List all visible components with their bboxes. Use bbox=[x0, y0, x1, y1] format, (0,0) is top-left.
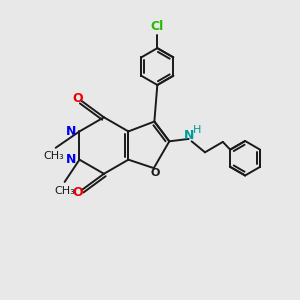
Text: CH₃: CH₃ bbox=[44, 151, 64, 161]
Text: O: O bbox=[151, 169, 160, 178]
Text: N: N bbox=[65, 153, 76, 166]
Text: N: N bbox=[184, 129, 194, 142]
Text: O: O bbox=[73, 92, 83, 105]
Text: H: H bbox=[193, 125, 201, 135]
Text: CH₃: CH₃ bbox=[54, 185, 75, 196]
Text: N: N bbox=[65, 125, 76, 138]
Text: O: O bbox=[73, 186, 83, 199]
Text: Cl: Cl bbox=[151, 20, 164, 33]
